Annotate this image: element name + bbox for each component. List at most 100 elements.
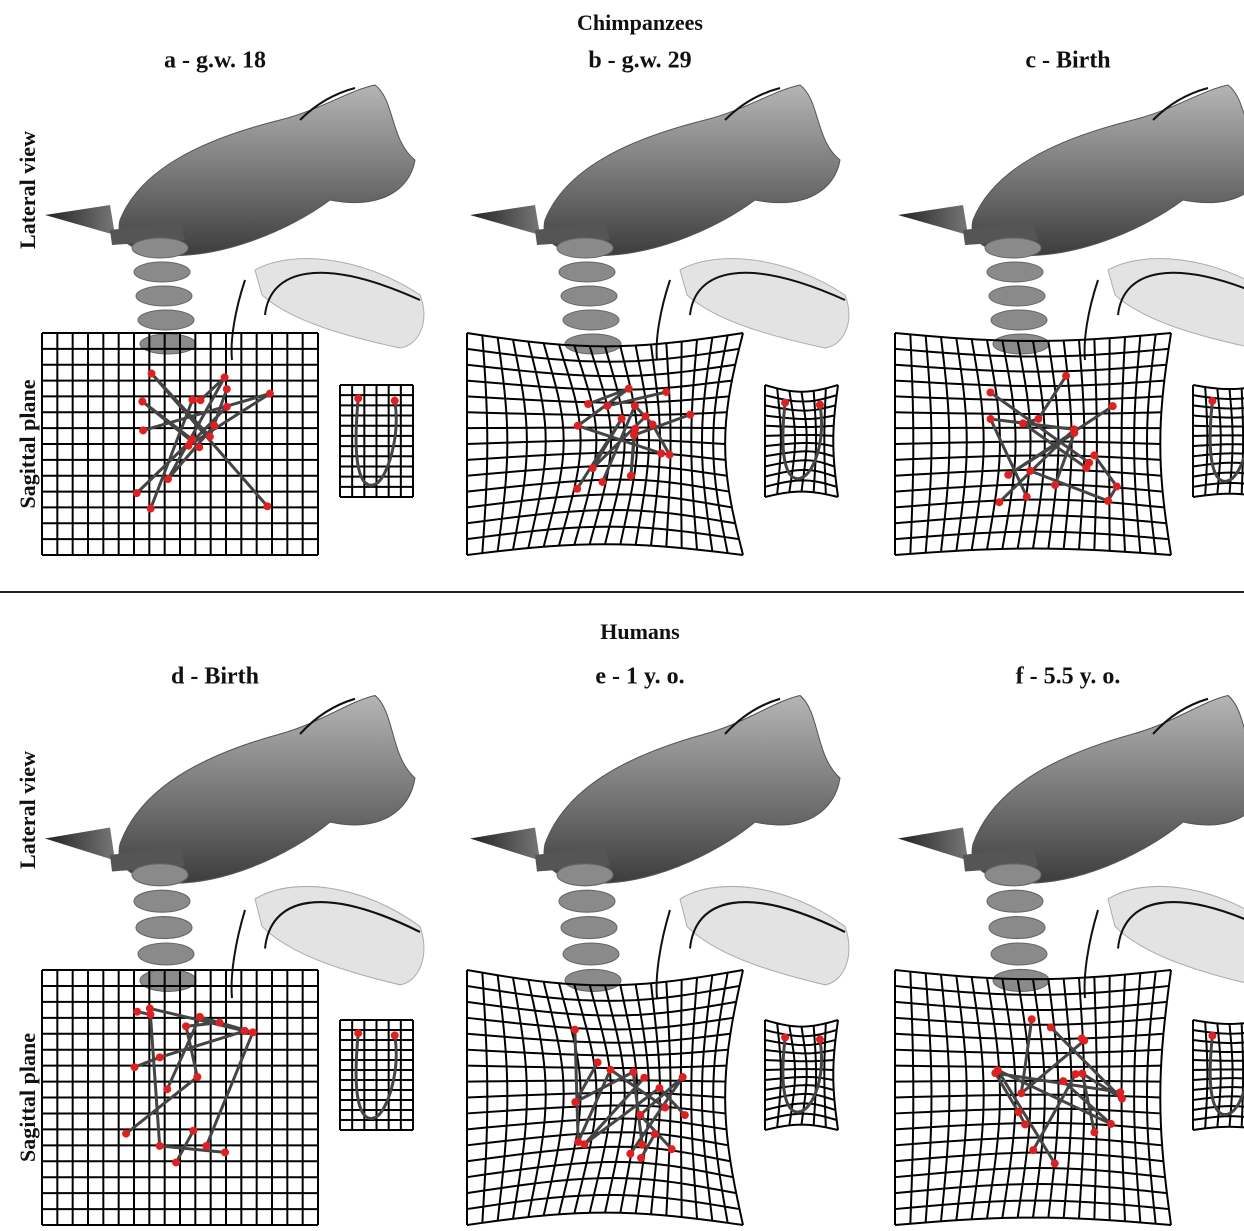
grid-line [800, 391, 808, 492]
landmark [1071, 1070, 1080, 1079]
grid-line [466, 1211, 744, 1226]
landmark [220, 373, 229, 382]
grid-line [466, 1145, 731, 1163]
grid-line [812, 390, 818, 493]
curve [988, 375, 1119, 504]
grid-line [764, 433, 834, 437]
grid-line [764, 1059, 834, 1063]
landmark [662, 387, 671, 396]
vertebra [562, 942, 620, 966]
landmark [196, 396, 205, 405]
grid-line [1159, 969, 1172, 1226]
landmark [573, 484, 582, 493]
grid-line [894, 984, 1170, 996]
grid-line [1192, 1115, 1244, 1121]
landmark [1027, 1015, 1036, 1024]
vertebra [988, 916, 1046, 940]
grid-line [466, 984, 740, 1002]
deformation-grid-small [764, 1019, 839, 1131]
landmark [145, 1004, 154, 1013]
grid-line [1192, 434, 1244, 437]
landmark [221, 1148, 230, 1157]
landmark [678, 1073, 687, 1082]
landmark [1104, 496, 1113, 505]
landmark [195, 1012, 204, 1021]
grid-line [894, 468, 1162, 477]
grid-line [1192, 404, 1244, 410]
landmark [665, 450, 674, 459]
vertebra [135, 285, 193, 307]
grid-line [894, 498, 1165, 509]
landmark [638, 1140, 647, 1149]
panel-title: e - 1 y. o. [595, 664, 684, 690]
grid-line [1093, 977, 1098, 1220]
landmark [265, 389, 274, 398]
cranium [118, 84, 416, 257]
landmark [641, 412, 650, 421]
grid-line [894, 514, 1167, 525]
grid-line [1192, 1095, 1244, 1101]
grid-line [764, 394, 837, 403]
landmark [222, 402, 231, 411]
vertebra [133, 261, 191, 283]
landmark [991, 1069, 1000, 1078]
wedge [45, 205, 115, 235]
panel-title: b - g.w. 29 [588, 48, 691, 74]
grid-line [894, 1167, 1166, 1179]
grid-line [894, 1064, 1162, 1069]
grid-line [832, 384, 839, 498]
landmark [163, 1085, 172, 1094]
landmark [571, 1098, 580, 1107]
landmark [146, 1010, 155, 1019]
landmark [986, 415, 995, 424]
grid-line [924, 973, 933, 1223]
grid-line [1192, 481, 1244, 488]
grid-line [466, 363, 736, 378]
grid-line [894, 1183, 1168, 1195]
grid-line [466, 1079, 726, 1083]
curve [354, 398, 398, 487]
landmark [640, 1073, 649, 1082]
landmark [390, 396, 399, 405]
curve [781, 402, 823, 481]
wedge [898, 205, 968, 235]
landmark [1208, 397, 1217, 406]
landmark [573, 421, 582, 430]
landmark [1017, 1089, 1026, 1098]
landmark [189, 1126, 198, 1135]
landmarks [122, 1004, 257, 1167]
grid-line [955, 975, 968, 1221]
grid-line [1192, 1077, 1244, 1081]
landmark [1026, 466, 1035, 475]
landmark [1106, 1119, 1115, 1128]
grid-line [800, 1026, 808, 1125]
grid-line [466, 1048, 729, 1057]
grid-line [1192, 394, 1244, 400]
grid-line [894, 1000, 1167, 1012]
contour [1083, 87, 1244, 361]
vertebra [558, 261, 616, 283]
panel-title: c - Birth [1025, 48, 1110, 74]
landmark [1090, 451, 1099, 460]
deformation-grid [466, 969, 744, 1226]
vertebra [556, 237, 614, 259]
landmark [629, 1067, 638, 1076]
deformation-grid [894, 332, 1172, 556]
landmark [624, 384, 633, 393]
landmark [182, 1022, 191, 1031]
grid-line [832, 1019, 839, 1131]
grid-line [1216, 388, 1222, 495]
grid-line [1192, 384, 1244, 391]
grid-line [764, 384, 839, 393]
deformation-grid [894, 969, 1172, 1226]
vertebra [562, 309, 620, 331]
grid-line [679, 979, 683, 1218]
grid-line [894, 440, 1161, 445]
vertebra [986, 889, 1044, 913]
grid-line [1192, 1086, 1244, 1091]
grid-line [1240, 1023, 1244, 1128]
landmark [210, 421, 219, 430]
landmark [184, 441, 193, 450]
grid-line [466, 1064, 727, 1070]
landmarks [991, 1015, 1126, 1168]
